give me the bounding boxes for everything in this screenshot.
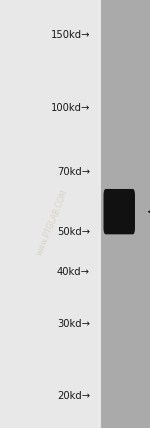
Text: 50kd→: 50kd→: [57, 227, 90, 237]
FancyBboxPatch shape: [103, 189, 135, 235]
Text: www.PTGLAB.COM: www.PTGLAB.COM: [35, 188, 70, 257]
Text: 100kd→: 100kd→: [51, 103, 90, 113]
Text: 40kd→: 40kd→: [57, 267, 90, 277]
Text: 20kd→: 20kd→: [57, 391, 90, 401]
Text: 70kd→: 70kd→: [57, 166, 90, 177]
Bar: [100, 0, 150, 428]
Text: 150kd→: 150kd→: [51, 30, 90, 40]
Text: 30kd→: 30kd→: [57, 318, 90, 329]
